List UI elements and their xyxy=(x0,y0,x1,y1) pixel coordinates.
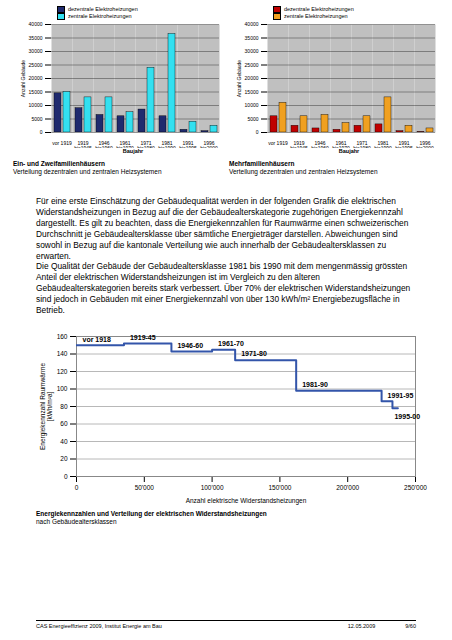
html-text:Die Qualität der Gebäude der G: Die Qualität der Gebäude der Gebäudealte… xyxy=(36,261,411,316)
svg-text:200'000: 200'000 xyxy=(336,484,359,491)
svg-text:1981bis1990: 1981bis1990 xyxy=(374,140,392,148)
svg-text:1961-70: 1961-70 xyxy=(218,340,244,347)
svg-text:1946-60: 1946-60 xyxy=(177,342,203,349)
svg-text:40: 40 xyxy=(60,438,68,445)
svg-text:1919bis1945: 1919bis1945 xyxy=(290,140,308,148)
svg-text:10000: 10000 xyxy=(245,102,259,108)
svg-text:1991bis1995: 1991bis1995 xyxy=(179,140,197,148)
svg-text:0: 0 xyxy=(40,129,43,135)
svg-text:1971-80: 1971-80 xyxy=(241,350,267,357)
svg-text:20000: 20000 xyxy=(245,75,259,81)
svg-text:100'000: 100'000 xyxy=(201,484,224,491)
svg-text:250'000: 250'000 xyxy=(404,484,427,491)
svg-text:5000: 5000 xyxy=(247,116,258,122)
html-text:Verteilung dezentralen und zen: Verteilung dezentralen und zentralen Hei… xyxy=(13,168,162,175)
svg-text:15000: 15000 xyxy=(245,89,259,95)
html-text:Mehrfamilienhäusern: Mehrfamilienhäusern xyxy=(229,160,295,167)
svg-text:30000: 30000 xyxy=(29,48,43,54)
svg-text:1961bis1970: 1961bis1970 xyxy=(332,140,350,148)
svg-text:10000: 10000 xyxy=(29,102,43,108)
html-text:Energiekennzahlen und Verteilu: Energiekennzahlen und Verteilung der ele… xyxy=(36,510,267,517)
svg-text:160: 160 xyxy=(57,333,68,340)
svg-text:1995-00: 1995-00 xyxy=(394,412,420,419)
svg-text:vor 1918: vor 1918 xyxy=(83,335,112,342)
svg-text:0: 0 xyxy=(75,484,79,491)
svg-text:vor 1919: vor 1919 xyxy=(52,140,72,146)
svg-text:1981bis1990: 1981bis1990 xyxy=(158,140,176,148)
svg-text:1961bis1970: 1961bis1970 xyxy=(116,140,134,148)
svg-text:1946bis1960: 1946bis1960 xyxy=(311,140,329,148)
svg-text:1919bis1945: 1919bis1945 xyxy=(74,140,92,148)
svg-text:Anzahl elektrische Widerstands: Anzahl elektrische Widerstandsheizungen xyxy=(186,497,307,505)
html-text:CAS Energieeffizienz 2009, Ins: CAS Energieeffizienz 2009, Institut Ener… xyxy=(36,623,162,629)
svg-text:vor 1919: vor 1919 xyxy=(268,140,288,146)
svg-text:15000: 15000 xyxy=(29,89,43,95)
html-text:Für eine erste Einschätzung de: Für eine erste Einschätzung der Gebäudeq… xyxy=(36,196,409,261)
svg-text:25000: 25000 xyxy=(245,62,259,68)
svg-text:5000: 5000 xyxy=(31,116,42,122)
svg-text:1971bis1980: 1971bis1980 xyxy=(137,140,155,148)
svg-text:40000: 40000 xyxy=(29,21,43,27)
svg-text:Anzahl Gebäude: Anzahl Gebäude xyxy=(236,60,242,97)
svg-text:20: 20 xyxy=(60,455,68,462)
svg-text:0: 0 xyxy=(64,473,68,480)
svg-text:150'000: 150'000 xyxy=(268,484,291,491)
svg-text:1991-95: 1991-95 xyxy=(388,391,414,398)
html-text:Baujahr: Baujahr xyxy=(338,148,360,154)
html-text:zentrale Elektroheizungen: zentrale Elektroheizungen xyxy=(68,13,132,19)
html-text:Baujahr: Baujahr xyxy=(122,148,144,154)
svg-text:140: 140 xyxy=(57,350,68,357)
svg-text:Energiekennzahl Raumwärme[kWh/: Energiekennzahl Raumwärme[kWh/m²a] xyxy=(39,363,54,450)
html-text:nach Gebäudealtersklassen: nach Gebäudealtersklassen xyxy=(36,518,117,525)
html-text:9/60: 9/60 xyxy=(405,623,416,629)
svg-text:60: 60 xyxy=(60,420,68,427)
svg-text:1996bis2000: 1996bis2000 xyxy=(200,140,218,148)
svg-text:20000: 20000 xyxy=(29,75,43,81)
svg-text:80: 80 xyxy=(60,403,68,410)
svg-text:50'000: 50'000 xyxy=(135,484,155,491)
html-text:Ein- und Zweifamilienhäusern: Ein- und Zweifamilienhäusern xyxy=(13,160,106,167)
svg-text:120: 120 xyxy=(57,368,68,375)
svg-text:40000: 40000 xyxy=(245,21,259,27)
html-text:Verteilung dezentralen und zen: Verteilung dezentralen und zentralen Hei… xyxy=(229,168,378,175)
svg-text:1919-45: 1919-45 xyxy=(130,334,156,341)
html-text:dezentrale Elektroheizungen: dezentrale Elektroheizungen xyxy=(68,6,138,12)
html-text:zentrale Elektroheizungen: zentrale Elektroheizungen xyxy=(284,13,348,19)
html-text:dezentrale Elektroheizungen: dezentrale Elektroheizungen xyxy=(284,6,354,12)
svg-text:Anzahl Gebäude: Anzahl Gebäude xyxy=(20,60,26,97)
html-text:12.05.2009: 12.05.2009 xyxy=(347,623,376,629)
svg-text:35000: 35000 xyxy=(245,35,259,41)
svg-text:1991bis1995: 1991bis1995 xyxy=(395,140,413,148)
svg-text:1971bis1980: 1971bis1980 xyxy=(353,140,371,148)
svg-text:0: 0 xyxy=(256,129,259,135)
svg-text:25000: 25000 xyxy=(29,62,43,68)
svg-text:30000: 30000 xyxy=(245,48,259,54)
svg-text:100: 100 xyxy=(57,385,68,392)
svg-text:1981-90: 1981-90 xyxy=(302,381,328,388)
svg-text:1996bis2000: 1996bis2000 xyxy=(416,140,434,148)
svg-text:35000: 35000 xyxy=(29,35,43,41)
svg-text:1946bis1960: 1946bis1960 xyxy=(95,140,113,148)
